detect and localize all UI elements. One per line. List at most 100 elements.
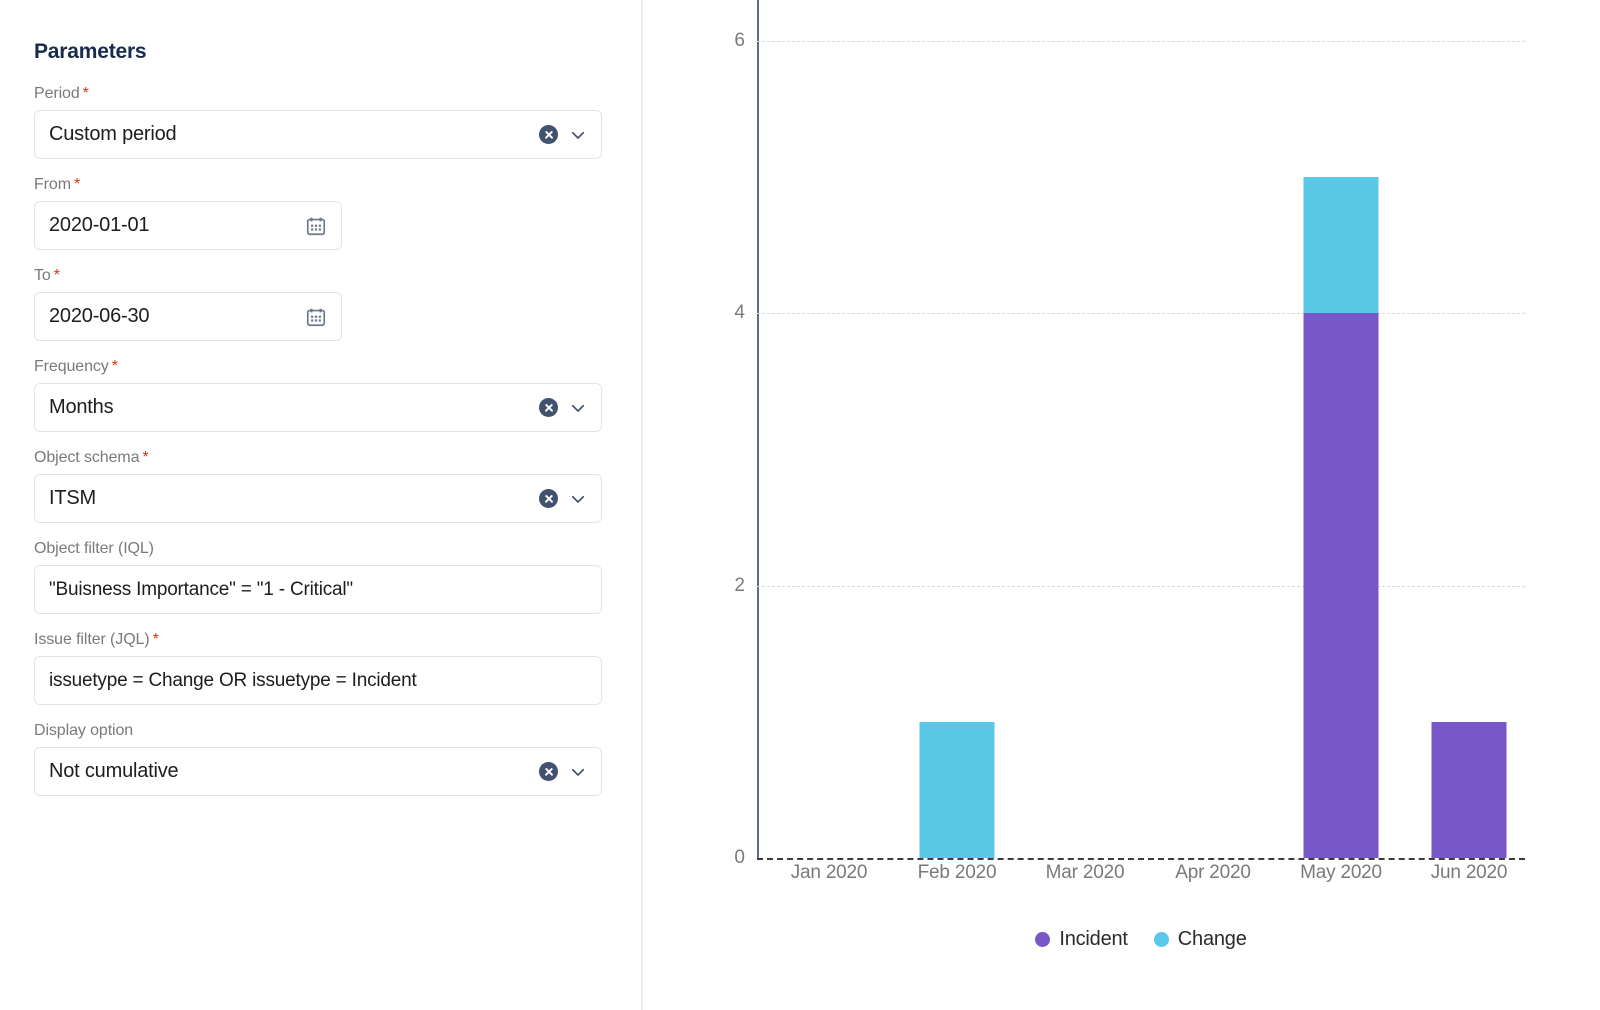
gridline [757,40,1525,42]
y-axis-tick-label: 4 [734,302,745,324]
chart-bars [757,0,1525,858]
parameters-form: Period * Custom period From * 2020-01-01 To * 20… [34,85,641,796]
select-period[interactable]: Custom period [34,110,602,159]
control-value: 2020-06-30 [49,305,150,327]
bar-segment-change[interactable] [919,721,995,858]
bar-group [1021,0,1149,858]
required-asterisk: * [73,176,81,193]
gridline [757,585,1525,587]
zero-axis-line [757,858,1525,860]
field-to: To * 2020-06-30 [34,267,641,341]
control-value: Months [49,396,114,418]
clear-icon[interactable] [539,489,558,508]
control-value: issuetype = Change OR issuetype = Incide… [49,669,417,691]
x-axis-tick-label: Jun 2020 [1430,862,1508,883]
field-object-filter-iql: Object filter (IQL) "Buisness Importance"… [34,540,641,614]
field-label: Object schema * [34,449,641,467]
field-label-text: Object filter (IQL) [34,540,154,557]
clear-icon[interactable] [539,398,558,417]
field-label-text: Frequency [34,358,109,375]
date-input-to[interactable]: 2020-06-30 [34,292,342,341]
gridline [757,313,1525,315]
bar-segment-change[interactable] [1303,177,1379,314]
control-value: 2020-01-01 [49,214,150,236]
x-axis-tick-label: Feb 2020 [917,862,997,883]
legend-color-swatch [1035,932,1051,947]
text-input-issue-filter-jql[interactable]: issuetype = Change OR issuetype = Incide… [34,656,602,705]
field-from: From * 2020-01-01 [34,176,641,250]
chart-panel: 0 2 4 6 Jan 2020 Feb 2020 Mar 2020 Apr 2020 May… [643,0,1600,1010]
x-axis-tick-label: Mar 2020 [1045,862,1125,883]
bar-group [1405,0,1533,858]
y-axis-tick-label: 0 [734,847,745,868]
control-value: Custom period [49,123,177,145]
required-asterisk: * [152,631,159,648]
required-asterisk: * [53,267,60,284]
chevron-down-icon[interactable] [569,763,587,781]
field-label: From * [34,176,641,194]
bar-group [1149,0,1277,858]
chevron-down-icon[interactable] [569,126,587,144]
field-label: Object filter (IQL) [34,540,641,558]
bar-stack [1303,177,1379,858]
bar-group [765,0,893,858]
field-period: Period * Custom period [34,85,641,159]
field-label: Issue filter (JQL) * [34,631,641,649]
field-label: Display option [34,722,641,740]
control-adornments [539,489,587,508]
control-adornments [305,215,327,237]
field-label: To * [34,267,641,285]
y-axis-tick-label: 2 [734,574,745,596]
field-label-text: To [34,267,51,284]
bar-stack [1431,721,1507,858]
required-asterisk: * [82,85,89,102]
field-label-text: Object schema [34,449,140,466]
legend-item-incident[interactable]: Incident [1035,928,1128,951]
date-input-from[interactable]: 2020-01-01 [34,201,342,250]
field-label-text: From [34,176,71,193]
calendar-icon[interactable] [305,215,327,237]
x-axis-tick-label: Jan 2020 [790,862,868,883]
y-axis-tick-label: 6 [734,29,745,51]
control-value: "Buisness Importance" = "1 - Critical" [49,578,353,600]
field-label: Period * [34,85,641,103]
legend-label: Change [1177,928,1247,950]
chart-legend: Incident Change [757,928,1525,951]
calendar-icon[interactable] [305,306,327,328]
control-adornments [305,306,327,328]
required-asterisk: * [142,449,149,466]
clear-icon[interactable] [539,762,558,781]
field-object-schema: Object schema * ITSM [34,449,641,523]
bar-group [1277,0,1405,858]
control-adornments [539,762,587,781]
control-value: ITSM [49,487,96,509]
y-axis-line [757,0,759,858]
select-object-schema[interactable]: ITSM [34,474,602,523]
bar-group [893,0,1021,858]
legend-label: Incident [1059,928,1128,950]
x-axis-tick-label: May 2020 [1300,862,1382,883]
parameters-panel: Parameters Period * Custom period From * 2020… [0,0,643,1010]
field-display-option: Display option Not cumulative [34,722,641,796]
legend-item-change[interactable]: Change [1153,928,1247,951]
clear-icon[interactable] [539,125,558,144]
control-value: Not cumulative [49,760,179,782]
select-display-option[interactable]: Not cumulative [34,747,602,796]
chart-plot-area: 0 2 4 6 Jan 2020 Feb 2020 Mar 2020 Apr 2020 May… [734,0,1525,883]
field-label-text: Period [34,85,80,102]
select-frequency[interactable]: Months [34,383,602,432]
control-adornments [539,398,587,417]
field-frequency: Frequency * Months [34,358,641,432]
bar-stack [919,721,995,858]
chevron-down-icon[interactable] [569,490,587,508]
legend-color-swatch [1153,932,1169,947]
bar-segment-incident[interactable] [1431,721,1507,858]
text-input-object-filter-iql[interactable]: "Buisness Importance" = "1 - Critical" [34,565,602,614]
control-adornments [539,125,587,144]
chevron-down-icon[interactable] [569,399,587,417]
field-label-text: Display option [34,722,134,739]
bar-segment-incident[interactable] [1303,313,1379,858]
x-axis-tick-label: Apr 2020 [1175,862,1251,883]
field-label-text: Issue filter (JQL) [34,631,150,648]
